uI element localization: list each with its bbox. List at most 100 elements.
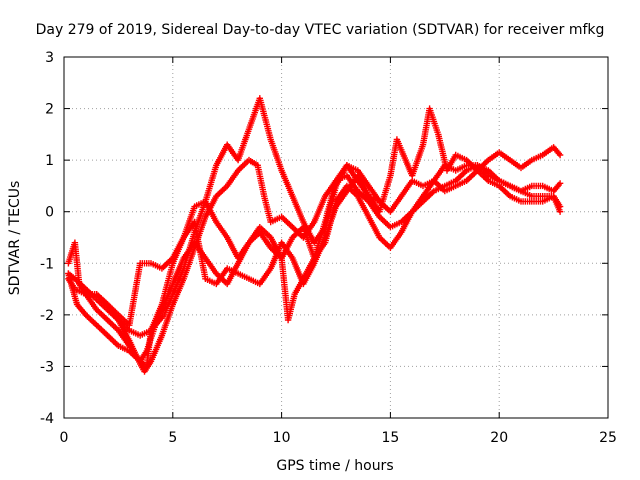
- data-point-run: [321, 205, 339, 241]
- data-point-run: [213, 143, 230, 169]
- data-point-run: [169, 236, 186, 262]
- data-point-run: [267, 214, 283, 226]
- data-point-run: [398, 179, 415, 200]
- data-points: [65, 95, 564, 375]
- data-point-run: [365, 182, 383, 205]
- data-point-run: [354, 172, 371, 198]
- y-tick-label: 2: [45, 102, 54, 118]
- data-point-run: [93, 306, 110, 322]
- data-point-run: [409, 177, 425, 189]
- data-point-run: [213, 184, 229, 200]
- data-point-run: [419, 189, 436, 205]
- data-point-run: [300, 262, 317, 288]
- chart-title: Day 279 of 2019, Sidereal Day-to-day VTE…: [36, 22, 605, 38]
- x-tick-label: 25: [599, 430, 617, 446]
- data-point-run: [126, 262, 143, 329]
- data-point-run: [332, 163, 349, 184]
- data-point-run: [256, 95, 274, 141]
- data-point-run: [496, 177, 512, 189]
- data-point-run: [234, 241, 251, 262]
- data-point-run: [256, 267, 273, 288]
- data-point-run: [104, 316, 120, 333]
- data-point-run: [496, 182, 512, 198]
- data-point-run: [256, 229, 273, 250]
- data-point-run: [224, 234, 241, 260]
- data-point-run: [82, 285, 99, 302]
- data-point-run: [82, 311, 99, 327]
- data-point-run: [213, 218, 230, 239]
- data-point-run: [284, 293, 298, 324]
- data-point-run: [254, 162, 267, 198]
- x-tick-label: 20: [490, 430, 508, 446]
- data-point-run: [278, 236, 295, 262]
- data-point-run: [506, 182, 522, 194]
- data-point-run: [354, 167, 371, 188]
- data-point-run: [169, 256, 186, 288]
- data-point-run: [550, 180, 564, 195]
- data-point-run: [485, 167, 501, 183]
- data-point-run: [441, 162, 457, 173]
- data-point-run: [180, 205, 197, 241]
- y-tick-label: 3: [45, 50, 54, 66]
- data-point-run: [311, 221, 328, 262]
- data-point-run: [126, 347, 142, 363]
- data-point-run: [506, 193, 522, 204]
- data-point-run: [506, 156, 523, 170]
- data-point-run: [224, 169, 241, 190]
- data-point-run: [539, 194, 555, 205]
- data-point-run: [158, 303, 176, 339]
- data-point-run: [147, 260, 163, 271]
- data-point-run: [517, 183, 533, 195]
- data-point-run: [485, 177, 501, 189]
- data-point-run: [343, 162, 359, 173]
- data-point-run: [426, 105, 441, 136]
- data-point-run: [267, 136, 285, 172]
- data-point-run: [234, 158, 251, 174]
- data-point-run: [169, 277, 186, 308]
- y-tick-label: 0: [45, 205, 54, 221]
- data-point-run: [474, 162, 490, 173]
- data-point-run: [147, 334, 165, 365]
- data-point-run: [387, 230, 404, 251]
- y-tick-label: 1: [45, 153, 54, 169]
- data-point-run: [115, 316, 131, 333]
- data-point-run: [71, 239, 83, 285]
- data-point-run: [517, 158, 534, 172]
- data-point-run: [158, 256, 175, 272]
- data-point-run: [93, 322, 110, 338]
- data-point-run: [180, 246, 197, 282]
- data-point-run: [137, 328, 153, 339]
- data-point-run: [82, 291, 99, 312]
- y-tick-label: -4: [40, 411, 54, 427]
- data-point-run: [452, 163, 468, 174]
- data-point-run: [387, 219, 403, 231]
- x-tick-label: 10: [273, 430, 291, 446]
- data-point-run: [365, 198, 382, 219]
- data-point-run: [261, 193, 274, 224]
- data-point-run: [93, 291, 110, 307]
- data-point-run: [441, 183, 457, 195]
- y-axis-label: SDTVAR / TECUs: [7, 181, 23, 296]
- x-axis-label: GPS time / hours: [276, 458, 393, 474]
- data-point-run: [213, 267, 230, 288]
- data-point-run: [65, 270, 77, 281]
- data-point-run: [354, 193, 371, 219]
- data-point-run: [528, 152, 544, 164]
- x-tick-label: 5: [168, 430, 177, 446]
- data-point-run: [93, 296, 110, 312]
- data-point-run: [71, 275, 88, 291]
- axis-ticks: 0 5 10 15 20 25 -4 -3 -2 -1 0 1 2 3: [40, 50, 617, 446]
- data-point-run: [311, 195, 328, 226]
- y-tick-label: -1: [40, 256, 54, 272]
- data-point-run: [289, 254, 306, 286]
- data-point-run: [202, 275, 218, 287]
- data-point-run: [332, 189, 349, 210]
- data-point-run: [365, 213, 382, 239]
- data-point-run: [419, 178, 435, 190]
- x-tick-label: 15: [381, 430, 399, 446]
- data-point-run: [191, 218, 209, 280]
- x-tick-label: 0: [60, 430, 69, 446]
- data-point-run: [550, 193, 564, 215]
- data-point-run: [452, 178, 468, 190]
